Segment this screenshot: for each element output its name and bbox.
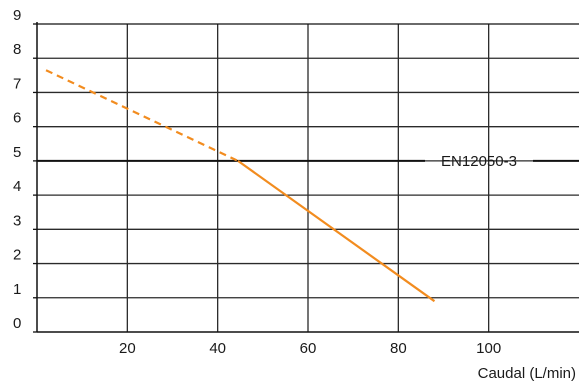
series-0-solid-segment bbox=[237, 159, 436, 303]
x-tick-label-20: 20 bbox=[119, 340, 136, 357]
series-0-dashed-segment bbox=[45, 69, 239, 162]
y-tick-label-6: 6 bbox=[13, 110, 21, 127]
y-tick-label-4: 4 bbox=[13, 178, 21, 195]
reference-line-label: EN12050-3 bbox=[441, 153, 517, 170]
y-tick-label-9: 9 bbox=[13, 7, 21, 24]
x-tick-label-60: 60 bbox=[300, 340, 317, 357]
y-tick-label-2: 2 bbox=[13, 247, 21, 264]
x-tick-label-80: 80 bbox=[390, 340, 407, 357]
y-tick-label-7: 7 bbox=[13, 75, 21, 92]
axes: 0 1 2 3 4 5 6 7 8 9 20 40 60 80 100 bbox=[13, 7, 579, 357]
x-tick-label-100: 100 bbox=[476, 340, 501, 357]
y-tick-label-8: 8 bbox=[13, 41, 21, 58]
reference-line-group: EN12050-3 bbox=[37, 153, 579, 170]
grid bbox=[37, 24, 579, 332]
x-tick-label-40: 40 bbox=[209, 340, 226, 357]
y-tick-label-5: 5 bbox=[13, 144, 21, 161]
series-group bbox=[45, 69, 436, 303]
y-tick-label-1: 1 bbox=[13, 281, 21, 298]
y-tick-label-3: 3 bbox=[13, 212, 21, 229]
x-axis-title: Caudal (L/min) bbox=[478, 365, 576, 382]
y-tick-label-0: 0 bbox=[13, 315, 21, 332]
